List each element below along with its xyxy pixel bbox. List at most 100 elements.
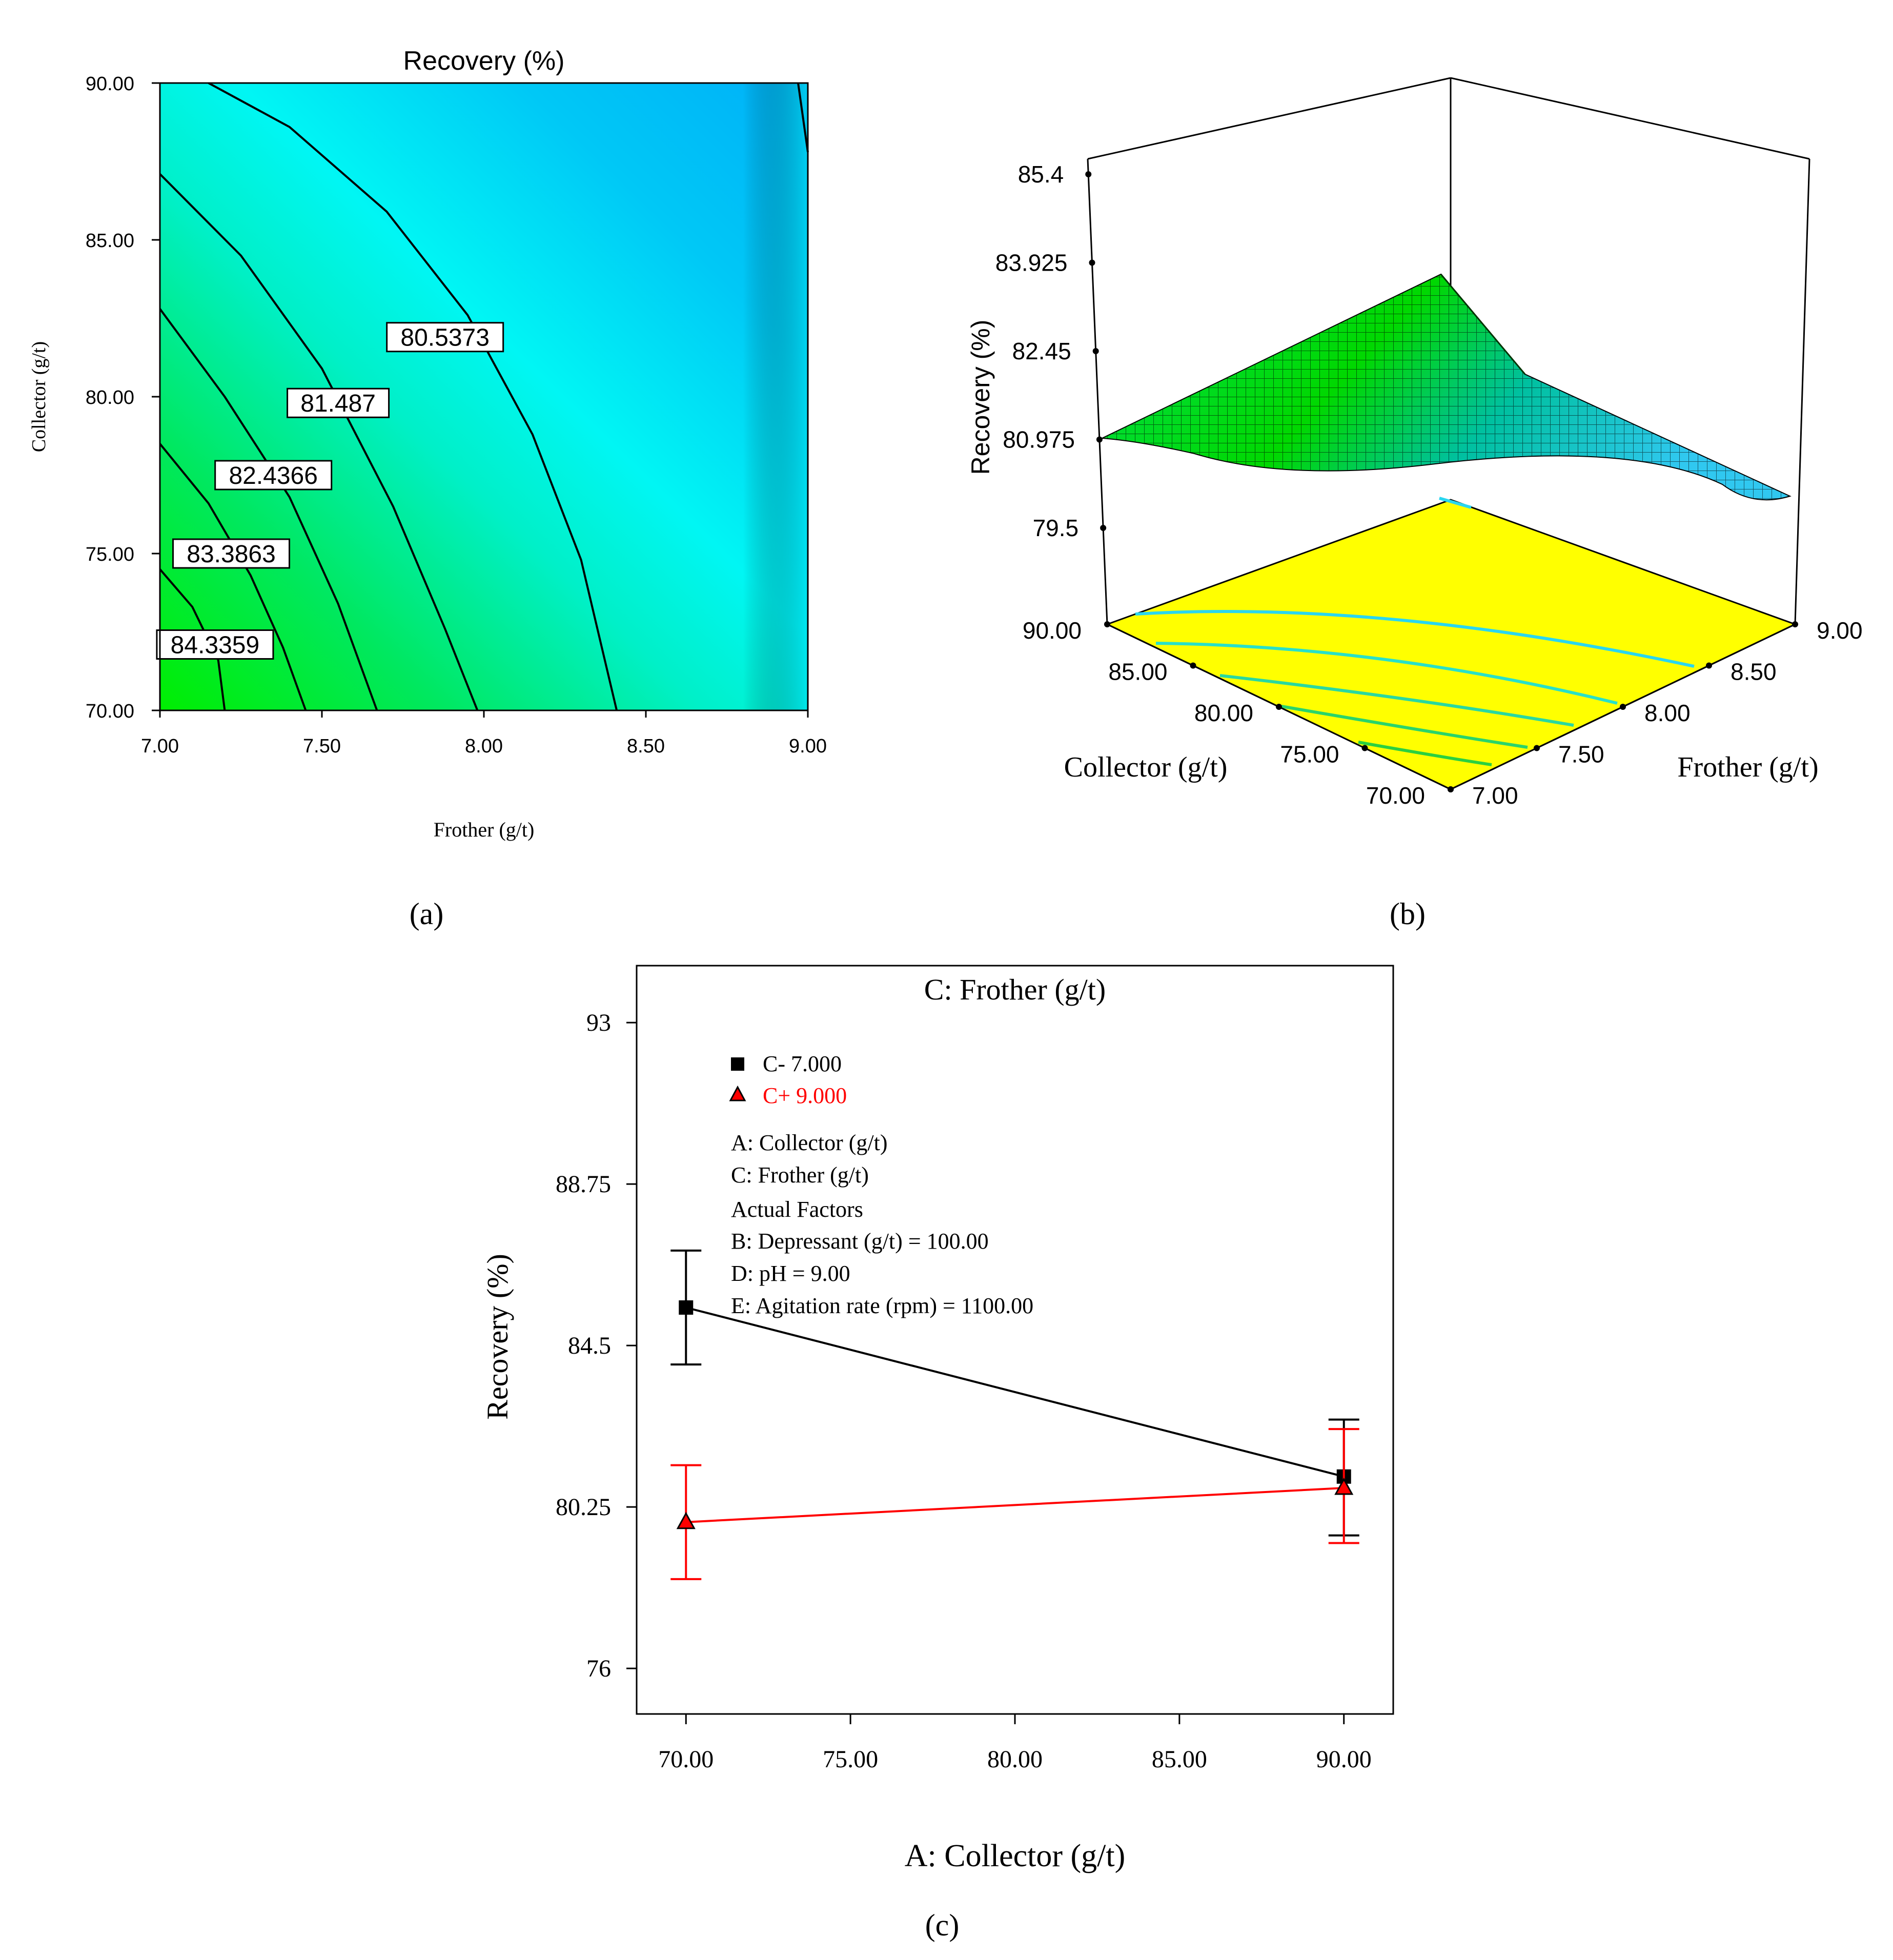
annotation-actual-factors: Actual Factors [731, 1197, 863, 1222]
collector-tick-label: 75.00 [1280, 741, 1339, 768]
legend-series-2-label: C+ 9.000 [763, 1083, 847, 1108]
y-tick-label: 70.00 [86, 701, 134, 722]
contour-label: 84.3359 [171, 631, 260, 659]
contour-line-4 [159, 443, 307, 711]
legend-marker-square [731, 1057, 744, 1071]
panel-c-plot-frame [636, 965, 1394, 1715]
series-line [685, 1306, 1345, 1478]
panel-b-label: (b) [1390, 897, 1426, 931]
x-tick-label: 8.50 [627, 736, 665, 757]
contour-label-box [172, 538, 291, 569]
x-tick-label: 90.00 [1316, 1746, 1372, 1773]
y-tick-label: 93 [586, 1009, 611, 1036]
floor-contour-3 [1219, 674, 1574, 727]
panel-c-label: (c) [925, 1908, 960, 1942]
collector-tick-mark [1104, 621, 1110, 627]
collector-tick-label: 80.00 [1194, 700, 1253, 726]
collector-tick-mark [1276, 704, 1282, 710]
z-tick-mark [1089, 259, 1095, 266]
legend-marker-triangle [729, 1085, 746, 1101]
response-surface-mesh [1102, 274, 1790, 500]
box-edge-left-vertical [1087, 158, 1108, 625]
frother-tick-label: 9.00 [1817, 617, 1863, 644]
panel-a-label: (a) [410, 897, 444, 931]
contour-label: 80.5373 [400, 324, 490, 352]
panel-c-title: C: Frother (g/t) [924, 973, 1106, 1006]
collector-tick-mark [1190, 662, 1196, 669]
contour-label-box [287, 387, 390, 418]
frother-tick-mark [1620, 704, 1626, 710]
panel-a-y-axis-label: Collector (g/t) [28, 341, 50, 452]
data-point-square [679, 1300, 694, 1315]
contour-line-3 [159, 308, 378, 711]
z-tick-label: 79.5 [1033, 515, 1079, 541]
collector-tick-label: 70.00 [1366, 782, 1425, 809]
x-tick-label: 7.50 [303, 736, 341, 757]
frother-tick-label: 8.00 [1644, 700, 1691, 726]
floor-contour-4 [1281, 705, 1528, 749]
floor-contour-5 [1358, 741, 1492, 766]
z-tick-mark [1092, 348, 1099, 354]
series-2 [670, 1428, 1359, 1580]
contour-label: 81.487 [300, 390, 376, 417]
box-edge-right-vertical [1794, 158, 1810, 625]
x-tick-label: 8.00 [465, 736, 503, 757]
z-tick-label: 80.975 [1003, 426, 1075, 453]
y-tick-label: 75.00 [86, 544, 134, 565]
box-edge-back-left-top [1087, 77, 1451, 160]
x-tick-label: 9.00 [789, 736, 827, 757]
panel-b-z-axis-label: Recovery (%) [966, 320, 995, 475]
panel-b-collector-axis-label: Collector (g/t) [1064, 751, 1228, 783]
floor-contour-2 [1155, 642, 1618, 705]
contour-label-box [386, 322, 504, 353]
frother-tick-label: 8.50 [1731, 659, 1777, 685]
contour-label-box [156, 629, 274, 660]
y-tick-label: 85.00 [86, 230, 134, 252]
annotation-depressant: B: Depressant (g/t) = 100.00 [731, 1229, 989, 1254]
frother-tick-label: 7.50 [1558, 741, 1604, 768]
collector-tick-label: 85.00 [1108, 659, 1167, 685]
legend: C- 7.000 C+ 9.000 [729, 1051, 847, 1108]
annotation-factor-a: A: Collector (g/t) [731, 1130, 888, 1155]
data-point-triangle [1334, 1477, 1354, 1495]
panel-a-x-axis-label: Frother (g/t) [434, 818, 535, 841]
floor-contour-6 [1439, 497, 1472, 509]
contour-label: 82.4366 [229, 462, 318, 489]
frother-tick-label: 7.00 [1472, 782, 1518, 809]
panel-a-contour-plot: 80.5373 81.487 82.4366 83.3863 84.3359 7.00 7… [28, 46, 827, 931]
y-tick-label: 76 [586, 1655, 611, 1682]
z-tick-label: 85.4 [1018, 161, 1064, 188]
legend-series-1-label: C- 7.000 [763, 1051, 842, 1076]
panel-b-surface-plot: 85.4 83.925 82.45 80.975 79.5 90.00 85.00 80.00… [966, 77, 1863, 931]
panel-c-interaction-plot: 70.00 75.00 80.00 85.00 90.00 93 88.75 84.5 80.2… [481, 965, 1394, 1942]
factor-annotations: A: Collector (g/t) C: Frother (g/t) Actu… [731, 1130, 1033, 1318]
x-tick-label: 7.00 [141, 736, 179, 757]
x-tick-label: 85.00 [1152, 1746, 1207, 1773]
y-tick-label: 88.75 [556, 1171, 611, 1198]
box-edge-back-right-top [1450, 77, 1810, 160]
floor-contour-1 [1135, 610, 1695, 668]
panel-b-frother-axis-label: Frother (g/t) [1677, 751, 1818, 783]
contour-line-1 [208, 82, 618, 711]
x-tick-label: 75.00 [823, 1746, 878, 1773]
frother-tick-mark [1534, 745, 1540, 751]
y-tick-label: 80.25 [556, 1494, 611, 1521]
contour-label-box [214, 460, 333, 491]
contour-line-2 [159, 173, 479, 711]
z-tick-mark [1100, 525, 1107, 531]
series-line [686, 1487, 1344, 1523]
z-tick-label: 82.45 [1012, 338, 1071, 364]
z-tick-mark [1085, 171, 1092, 177]
z-tick-mark [1096, 436, 1103, 443]
frother-tick-mark [1448, 786, 1454, 792]
y-tick-label: 80.00 [86, 387, 134, 409]
contour-line-6 [797, 83, 809, 152]
panel-a-title: Recovery (%) [403, 46, 565, 76]
frother-tick-mark [1706, 662, 1712, 669]
panel-c-y-axis-label: Recovery (%) [481, 1254, 514, 1420]
collector-tick-label: 90.00 [1023, 617, 1082, 644]
collector-tick-mark [1361, 745, 1368, 751]
y-tick-label: 90.00 [86, 73, 134, 95]
annotation-ph: D: pH = 9.00 [731, 1261, 850, 1286]
